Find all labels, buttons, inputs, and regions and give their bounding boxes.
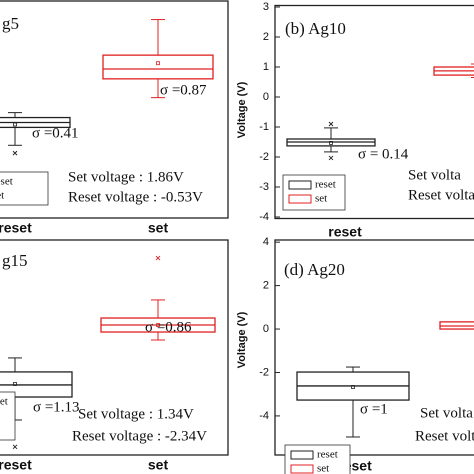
annotation: σ =0.86 — [145, 319, 192, 335]
y-tick-label: -3 — [259, 181, 269, 193]
annotation: σ =1.13 — [33, 399, 80, 415]
legend-label: set — [317, 463, 329, 474]
legend-label: reset — [0, 396, 8, 408]
y-tick-label: 4 — [263, 236, 269, 248]
x-tick-label: reset — [328, 224, 362, 240]
annotation: Reset voltage : -0.53V — [68, 189, 203, 205]
legend-swatch — [288, 194, 312, 204]
legend-label: set — [0, 190, 4, 202]
y-axis-label: Voltage (V) — [236, 81, 248, 138]
outlier — [12, 444, 18, 450]
annotation: Set voltage : 1.86V — [68, 169, 184, 185]
annotation: σ =0.87 — [160, 82, 207, 98]
annotation: Reset voltage : -2.34V — [72, 428, 207, 444]
annotation: Set voltage : 1.34V — [78, 406, 194, 422]
x-tick-label: reset — [0, 220, 32, 236]
y-tick-label: -2 — [259, 151, 269, 163]
annotation: Reset volta — [415, 428, 474, 444]
outlier — [328, 121, 334, 127]
frame — [274, 239, 474, 456]
panel-label: g15 — [2, 251, 28, 270]
annotation: σ =1 — [360, 401, 388, 417]
annotation: σ =0.41 — [32, 125, 79, 141]
y-tick-label: 0 — [263, 91, 269, 103]
legend-swatch — [290, 464, 314, 474]
x-tick-label: reset — [0, 457, 32, 473]
annotation: Set volta — [420, 405, 473, 421]
y-tick-label: 2 — [263, 280, 269, 292]
panel-label: g5 — [2, 14, 19, 33]
outlier — [12, 150, 18, 156]
outlier — [155, 255, 161, 261]
legend — [0, 171, 49, 206]
y-tick-label: -4 — [259, 211, 269, 223]
legend-label: reset — [317, 449, 338, 461]
legend-label: reset — [315, 179, 336, 191]
frame — [0, 0, 229, 219]
legend-swatch — [288, 180, 312, 190]
outlier — [328, 155, 334, 161]
mean — [13, 122, 17, 127]
y-axis-label: Voltage (V) — [236, 311, 248, 368]
y-tick-label: -1 — [259, 121, 269, 133]
panel-label: (b) Ag10 — [285, 19, 346, 38]
mean — [156, 61, 160, 66]
panel-label: (d) Ag20 — [284, 260, 345, 279]
annotation: σ = 0.14 — [358, 146, 409, 162]
mean — [329, 140, 333, 145]
x-tick-label: set — [148, 457, 169, 473]
mean — [13, 382, 17, 386]
y-tick-label: -4 — [259, 410, 269, 422]
y-tick-label: 3 — [263, 1, 269, 13]
legend — [0, 391, 16, 441]
legend-label: set — [315, 193, 327, 205]
mean — [351, 385, 355, 389]
y-tick-label: -2 — [259, 366, 269, 378]
annotation: Set volta — [408, 167, 461, 183]
frame — [274, 4, 474, 220]
y-tick-label: 1 — [263, 61, 269, 73]
mean — [156, 323, 160, 327]
y-tick-label: 0 — [263, 323, 269, 335]
box — [102, 54, 214, 80]
x-tick-label: set — [148, 220, 169, 236]
legend-label: reset — [0, 176, 13, 188]
frame — [0, 239, 229, 456]
legend-swatch — [290, 450, 314, 460]
y-tick-label: 2 — [263, 31, 269, 43]
annotation: Reset volta — [408, 187, 474, 203]
